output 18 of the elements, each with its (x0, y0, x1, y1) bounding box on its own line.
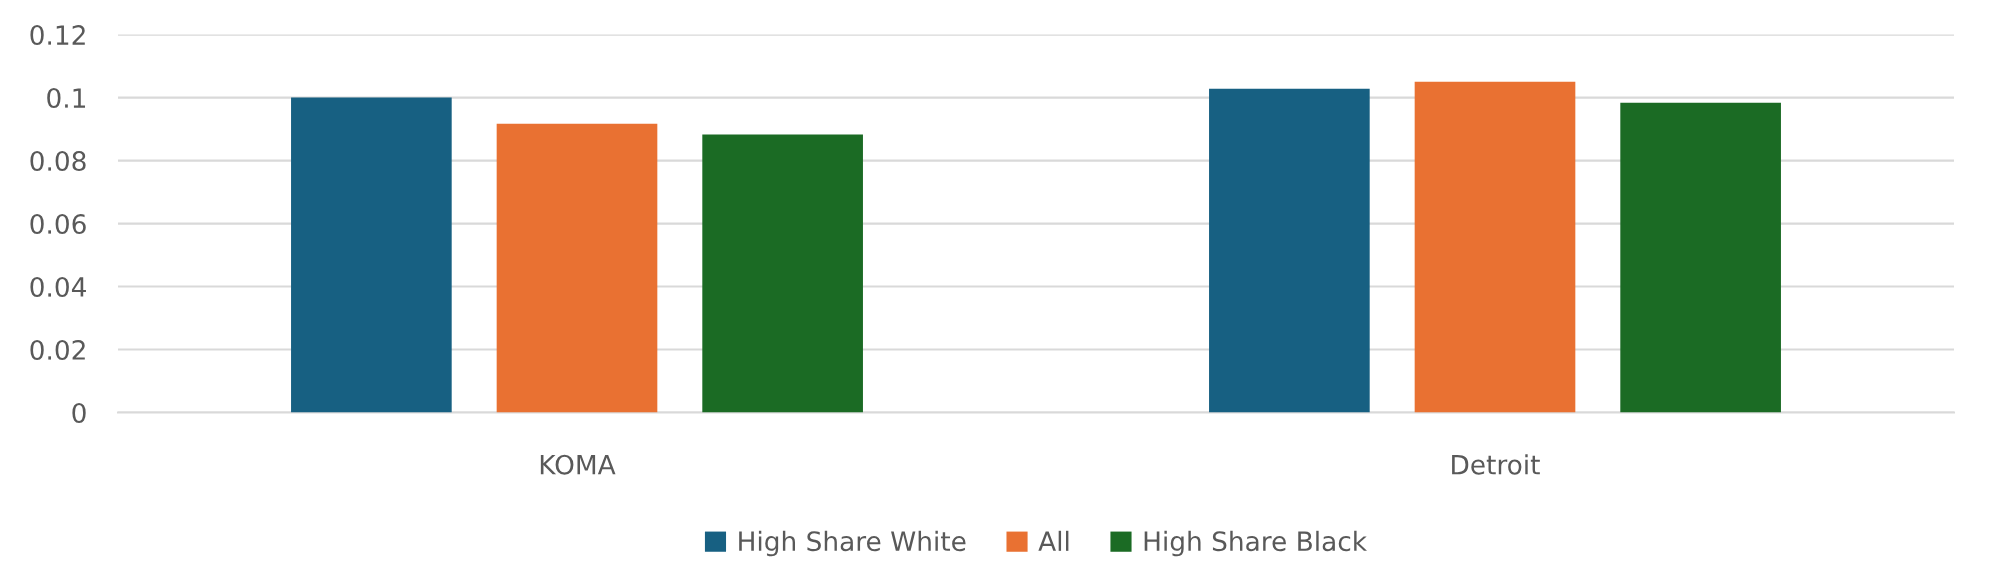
bar (1620, 102, 1781, 413)
y-tick-label: 0.12 (30, 25, 85, 46)
x-tick-label: KOMA (540, 454, 616, 475)
y-tick-label: 0 (72, 403, 86, 423)
y-tick-label: 0.02 (30, 340, 85, 360)
y-tick-label: 0.08 (30, 151, 86, 171)
legend-label: High Share White (739, 530, 966, 557)
bar (702, 134, 863, 413)
y-tick-label: 0.04 (30, 277, 86, 297)
legend-label: High Share Black (1144, 530, 1367, 557)
x-tick-label: Detroit (1452, 454, 1540, 475)
bar (291, 97, 452, 413)
bar (1209, 88, 1370, 413)
y-tick-label: 0.06 (30, 214, 86, 234)
legend-label: All (1038, 530, 1069, 551)
bar (1414, 81, 1576, 413)
bar (496, 123, 658, 413)
y-tick-label: 0.1 (47, 88, 86, 109)
